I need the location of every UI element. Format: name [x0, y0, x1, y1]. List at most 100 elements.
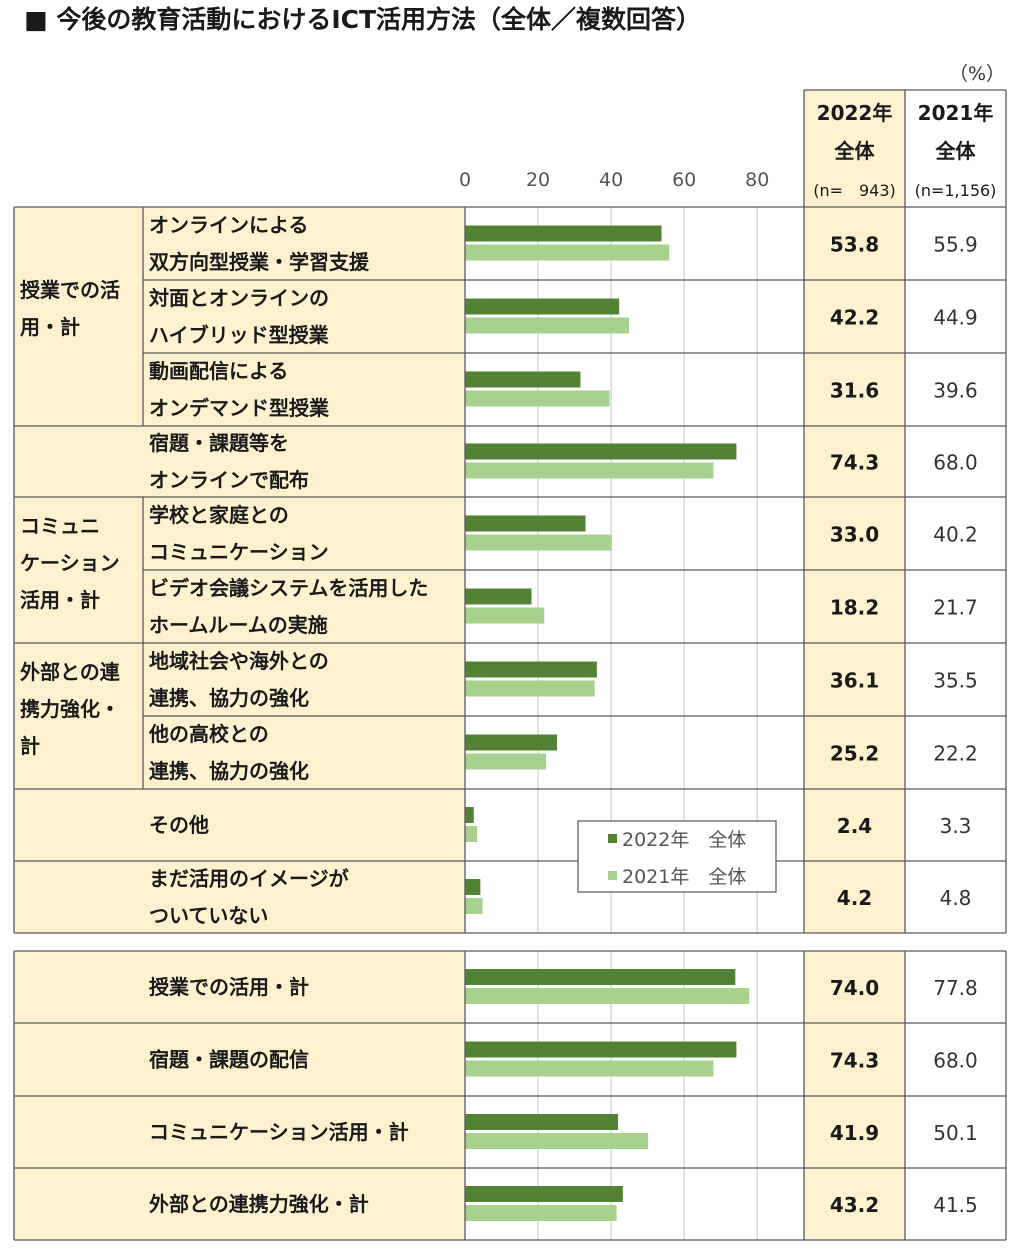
bar-2022	[465, 879, 481, 895]
bar-2021	[465, 462, 714, 479]
value-column-2022-header-bg	[804, 90, 905, 207]
bar-2021	[465, 1205, 617, 1221]
value-2022: 53.8	[830, 233, 879, 257]
bar-2022	[465, 969, 736, 985]
row-label: ビデオ会議システムを活用した	[149, 576, 428, 600]
group-label: 外部との連	[20, 660, 121, 684]
value-2021: 44.9	[933, 306, 978, 330]
bar-2022	[465, 1114, 619, 1130]
axis-tick-label: 0	[459, 169, 471, 191]
row-label: オンデマンド型授業	[149, 396, 330, 420]
row-label: コミュニケーション活用・計	[149, 1120, 409, 1144]
bar-2021	[465, 988, 750, 1004]
row-label: 連携、協力の強化	[149, 759, 309, 783]
bar-2021	[465, 680, 595, 697]
row-label: 宿題・課題等を	[149, 431, 289, 455]
row-label: ハイブリッド型授業	[149, 323, 330, 347]
bar-2021	[465, 317, 630, 334]
column-header-n: (n=1,156)	[915, 181, 997, 200]
value-2022: 18.2	[830, 596, 879, 620]
bar-2021	[465, 244, 670, 261]
chart-title: ■ 今後の教育活動におけるICT活用方法（全体／複数回答）	[24, 5, 701, 34]
axis-tick-label: 60	[672, 169, 696, 191]
bar-2022	[465, 807, 474, 823]
column-header-n: (n= 943)	[813, 181, 896, 200]
value-2021: 50.1	[933, 1121, 978, 1145]
column-header-group: 全体	[935, 139, 977, 163]
value-2022: 43.2	[830, 1193, 879, 1217]
bar-2022	[465, 298, 620, 315]
value-2022: 2.4	[837, 814, 872, 838]
group-label: 用・計	[20, 315, 80, 339]
bar-2021	[465, 1060, 714, 1077]
value-2022: 33.0	[830, 523, 879, 547]
row-label: 連携、協力の強化	[149, 686, 309, 710]
value-2022: 4.2	[837, 886, 872, 910]
value-2022: 25.2	[830, 742, 879, 766]
group-label: 携力強化・	[20, 697, 120, 721]
value-2021: 55.9	[933, 233, 978, 257]
unit-label: （%）	[949, 63, 1005, 85]
value-2022: 36.1	[830, 669, 879, 693]
bar-2022	[465, 1041, 737, 1058]
row-label: 宿題・課題の配信	[149, 1048, 309, 1072]
axis-tick-label: 80	[745, 169, 769, 191]
bar-2022	[465, 443, 737, 460]
bar-2021	[465, 898, 483, 914]
bar-2021	[465, 826, 478, 842]
value-2021: 77.8	[933, 976, 978, 1000]
row-label: 他の高校との	[148, 722, 269, 746]
value-2022: 74.0	[830, 976, 879, 1000]
bar-2022	[465, 371, 581, 388]
row-label: その他	[149, 813, 209, 837]
row-label: オンラインによる	[149, 213, 308, 237]
value-2021: 22.2	[933, 742, 978, 766]
row-label: 学校と家庭との	[149, 503, 289, 527]
bar-2022	[465, 734, 558, 751]
row-label: 対面とオンラインの	[148, 286, 329, 310]
value-2022: 31.6	[830, 379, 879, 403]
value-2021: 68.0	[933, 451, 978, 475]
axis-tick-label: 40	[599, 169, 623, 191]
group-label: ケーション	[20, 551, 120, 575]
axis-tick-label: 20	[526, 169, 550, 191]
legend-label-2022: 2022年 全体	[622, 829, 746, 851]
value-2021: 35.5	[933, 669, 978, 693]
bar-2022	[465, 1186, 623, 1202]
row-label: まだ活用のイメージが	[149, 867, 349, 891]
bar-2021	[465, 607, 545, 624]
row-label: オンラインで配布	[149, 468, 309, 492]
value-2022: 74.3	[830, 451, 879, 475]
value-2021: 4.8	[940, 886, 972, 910]
bar-2022	[465, 225, 662, 242]
group-label: 授業での活	[20, 278, 120, 302]
value-2022: 42.2	[830, 306, 879, 330]
value-2022: 41.9	[830, 1121, 879, 1145]
value-2021: 68.0	[933, 1049, 978, 1073]
value-2021: 21.7	[933, 596, 978, 620]
column-header-group: 全体	[834, 139, 876, 163]
row-label: 地域社会や海外との	[149, 649, 329, 673]
bar-2021	[465, 390, 610, 407]
row-label: 外部との連携力強化・計	[149, 1192, 369, 1216]
legend-swatch-2022	[608, 834, 617, 843]
bar-2021	[465, 534, 612, 551]
group-label: コミュニ	[20, 514, 100, 538]
group-label: 計	[20, 734, 40, 758]
column-header-year: 2022年	[817, 101, 893, 125]
row-label: コミュニケーション	[149, 540, 329, 564]
row-label: ついていない	[149, 904, 268, 928]
row-label: 授業での活用・計	[149, 975, 309, 999]
legend-box	[577, 820, 777, 893]
value-2021: 3.3	[940, 814, 972, 838]
legend-label-2021: 2021年 全体	[622, 866, 746, 888]
bar-2022	[465, 588, 532, 605]
bar-2022	[465, 515, 586, 532]
row-label: ホームルームの実施	[149, 613, 328, 637]
row-label: 双方向型授業・学習支援	[149, 250, 370, 274]
value-2022: 74.3	[830, 1049, 879, 1073]
bar-2022	[465, 661, 597, 678]
bar-2021	[465, 753, 547, 770]
value-2021: 39.6	[933, 379, 978, 403]
